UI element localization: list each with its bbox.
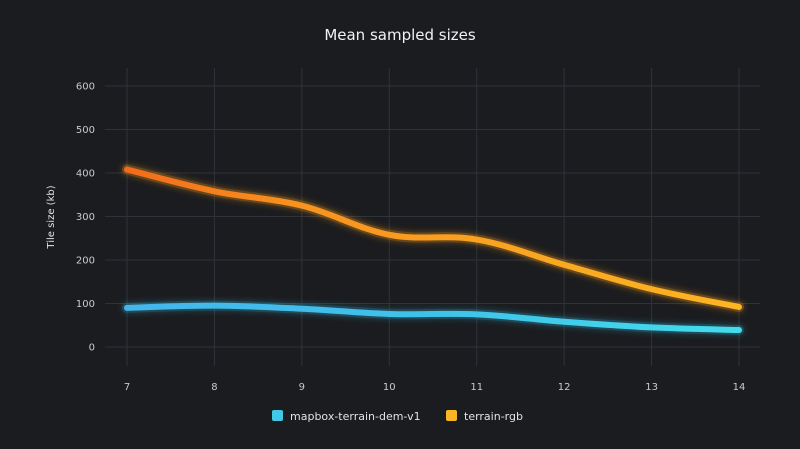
series-1-group [122,164,744,312]
y-tick-label: 500 [76,125,95,136]
data-point [211,303,217,309]
y-tick-label: 300 [76,212,95,223]
y-tick-label: 400 [76,169,95,180]
y-tick-label: 0 [89,343,95,354]
y-tick-label: 200 [76,256,95,267]
data-point [386,311,392,317]
x-tick-label: 12 [558,382,571,393]
legend-label: terrain-rgb [464,410,523,423]
data-point [474,237,480,243]
series-line [124,166,742,310]
data-point [211,188,217,194]
data-point [124,305,130,311]
series-0-group [122,300,744,336]
data-point [299,306,305,312]
data-point [474,311,480,317]
x-tick-label: 14 [733,382,746,393]
x-tick-label: 11 [470,382,483,393]
y-tick-label: 600 [76,82,95,93]
data-point [736,304,742,310]
x-tick-label: 13 [645,382,658,393]
x-tick-label: 7 [124,382,130,393]
data-point [124,167,130,173]
axis-ticks: 7 8 9 10 11 12 13 14 0 100 200 300 400 500 600 [76,82,745,394]
data-point [386,232,392,238]
legend-swatch [272,410,283,421]
series-lines [122,164,744,336]
data-point [299,203,305,209]
data-point [561,262,567,268]
legend: mapbox-terrain-dem-v1 terrain-rgb [272,410,523,423]
data-point [649,324,655,330]
data-point [561,319,567,325]
x-tick-label: 9 [299,382,305,393]
legend-swatch [446,410,457,421]
data-point [736,327,742,333]
data-point [649,286,655,292]
x-tick-label: 10 [383,382,396,393]
x-tick-label: 8 [211,382,217,393]
grid [105,68,760,366]
chart-title: Mean sampled sizes [324,26,476,44]
y-axis-label: Tile size (kb) [46,185,57,249]
y-tick-label: 100 [76,299,95,310]
legend-label: mapbox-terrain-dem-v1 [290,410,421,423]
series-line [124,302,742,334]
